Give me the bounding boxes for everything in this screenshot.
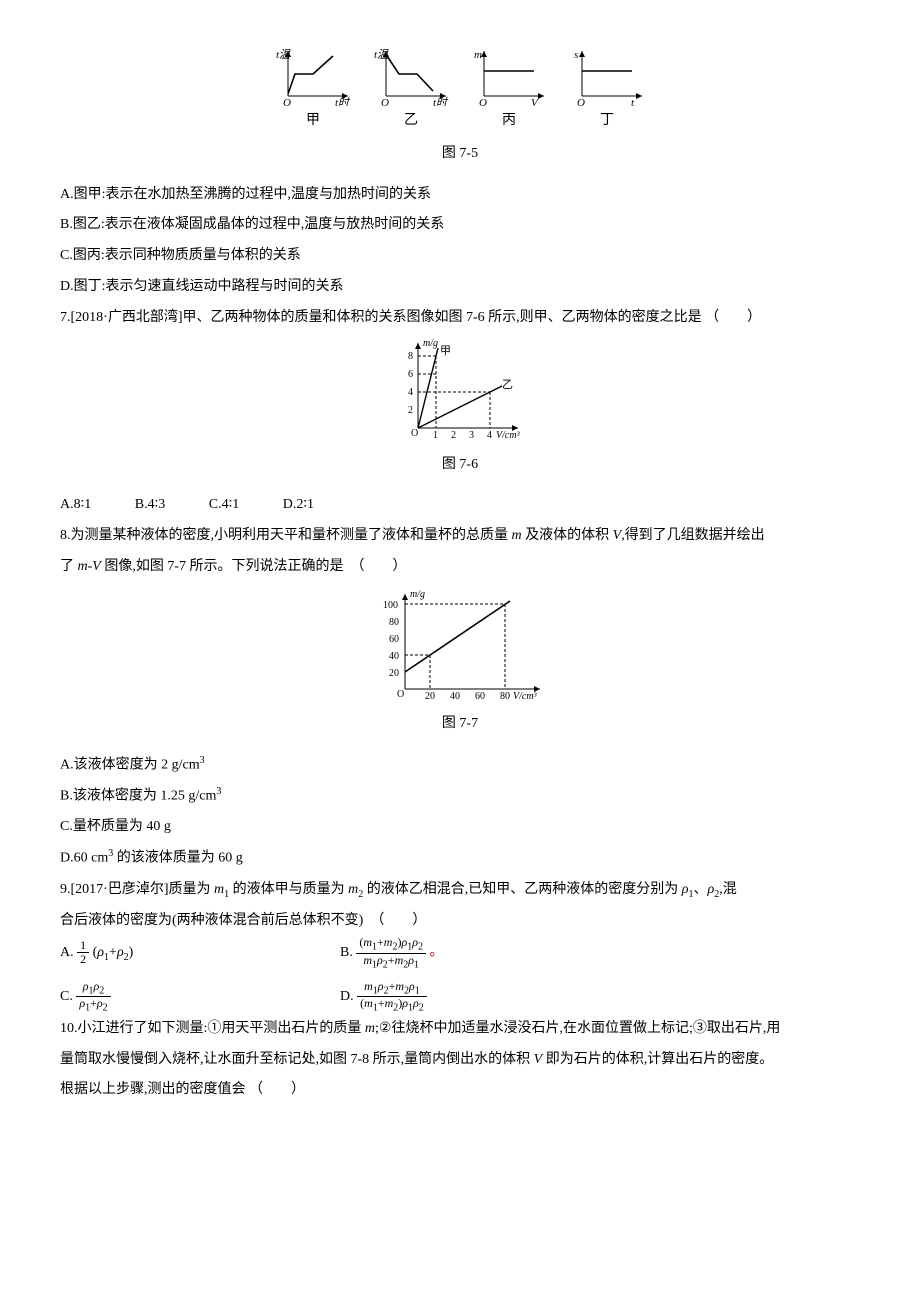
fig75-svg-2: m O V [469, 46, 549, 106]
svg-text:80: 80 [389, 617, 399, 628]
svg-text:20: 20 [389, 668, 399, 679]
svg-text:1: 1 [433, 430, 438, 441]
fig75-panel-1: t温 O t时 乙 [371, 46, 451, 137]
fig76-svg: O 1 2 3 4 V/cm³ 2 4 6 8 m/g 甲 乙 [390, 338, 530, 448]
fig77-caption: 图 7-7 [60, 709, 860, 740]
fig75-xlabel-3: t [631, 97, 635, 106]
svg-text:100: 100 [383, 600, 398, 611]
fig75-svg-0: t温 O t时 [273, 46, 353, 106]
q6-opt-c: C.图丙:表示同种物质质量与体积的关系 [60, 241, 860, 272]
q7-opt-a: A.8∶1 [60, 497, 91, 512]
origin-2: O [479, 97, 487, 106]
fig75-svg-3: s O t [567, 46, 647, 106]
q8-line1: 8.为测量某种液体的密度,小明利用天平和量杯测量了液体和量杯的总质量 m 及液体… [60, 521, 860, 552]
figure-7-6: O 1 2 3 4 V/cm³ 2 4 6 8 m/g 甲 乙 [60, 338, 860, 448]
q8-opt-d: D.60 cm3 的该液体质量为 60 g [60, 843, 860, 874]
fig75-caption: 图 7-5 [60, 139, 860, 170]
fig77-svg: O 20 40 60 80 V/cm³ 20 40 60 80 100 m/g [370, 587, 550, 707]
fig75-label-0: 甲 [306, 106, 320, 137]
fig75-ylabel-1: t温 [374, 48, 389, 61]
q9-opt-a: A. 12 (ρ1+ρ2) [60, 938, 340, 969]
figure-7-7: O 20 40 60 80 V/cm³ 20 40 60 80 100 m/g [60, 587, 860, 707]
q7-text: 7.[2018·广西北部湾]甲、乙两种物体的质量和体积的关系图像如图 7-6 所… [60, 303, 860, 334]
fig75-ylabel-2: m [474, 49, 482, 61]
svg-text:4: 4 [408, 387, 413, 398]
svg-text:m/g: m/g [423, 338, 438, 349]
q8-opt-b: B.该液体密度为 1.25 g/cm3 [60, 781, 860, 812]
fig75-panel-0: t温 O t时 甲 [273, 46, 353, 137]
q7-opt-d: D.2∶1 [283, 497, 314, 512]
q8-opt-a: A.该液体密度为 2 g/cm3 [60, 750, 860, 781]
svg-text:80: 80 [500, 691, 510, 702]
svg-text:40: 40 [389, 651, 399, 662]
svg-text:O: O [411, 428, 418, 439]
q7-opt-b: B.4∶3 [135, 497, 165, 512]
origin-0: O [283, 97, 291, 106]
q9-opt-d: D. m1ρ2+m2ρ1 (m1+m2)ρ1ρ2 [340, 980, 620, 1014]
fig75-label-1: 乙 [404, 106, 418, 137]
q9-options: A. 12 (ρ1+ρ2) B. (m1+m2)ρ1ρ2 m1ρ2+m2ρ1 。… [60, 936, 860, 1014]
fig75-panel-2: m O V 丙 [469, 46, 549, 137]
q6-opt-a: A.图甲:表示在水加热至沸腾的过程中,温度与加热时间的关系 [60, 180, 860, 211]
svg-text:20: 20 [425, 691, 435, 702]
svg-text:8: 8 [408, 351, 413, 362]
q10-line1: 10.小江进行了如下测量:①用天平测出石片的质量 m;②往烧杯中加适量水浸没石片… [60, 1014, 860, 1045]
q9-opt-b: B. (m1+m2)ρ1ρ2 m1ρ2+m2ρ1 。 [340, 936, 620, 970]
svg-text:V/cm³: V/cm³ [496, 430, 521, 441]
q8-opt-c: C.量杯质量为 40 g [60, 812, 860, 843]
q8-line2: 了 m-V 图像,如图 7-7 所示。下列说法正确的是 （ ） [60, 552, 860, 583]
q7-opt-c: C.4∶1 [209, 497, 239, 512]
fig75-xlabel-2: V [531, 97, 539, 106]
svg-text:6: 6 [408, 369, 413, 380]
svg-text:3: 3 [469, 430, 474, 441]
svg-text:4: 4 [487, 430, 492, 441]
q9-line2: 合后液体的密度为(两种液体混合前后总体积不变) （ ） [60, 906, 860, 937]
q6-opt-d: D.图丁:表示匀速直线运动中路程与时间的关系 [60, 272, 860, 303]
svg-text:甲: 甲 [440, 345, 451, 357]
marker-dot-icon: 。 [430, 945, 444, 960]
fig75-ylabel-0: t温 [276, 48, 291, 61]
q7-options: A.8∶1 B.4∶3 C.4∶1 D.2∶1 [60, 490, 860, 521]
origin-1: O [381, 97, 389, 106]
svg-text:60: 60 [389, 634, 399, 645]
svg-text:乙: 乙 [502, 378, 513, 391]
svg-text:40: 40 [450, 691, 460, 702]
q9-opt-c: C. ρ1ρ2 ρ1+ρ2 [60, 980, 340, 1014]
fig75-label-2: 丙 [502, 106, 516, 137]
svg-text:V/cm³: V/cm³ [513, 691, 538, 702]
fig75-xlabel-1: t时 [433, 96, 449, 106]
svg-text:2: 2 [408, 405, 413, 416]
fig75-panel-3: s O t 丁 [567, 46, 647, 137]
svg-text:2: 2 [451, 430, 456, 441]
figure-7-5-row: t温 O t时 甲 t温 O t时 乙 m O V 丙 [60, 46, 860, 137]
fig75-xlabel-0: t时 [335, 96, 351, 106]
fig75-ylabel-3: s [574, 49, 578, 61]
q10-line3: 根据以上步骤,测出的密度值会 （ ） [60, 1075, 860, 1106]
svg-text:60: 60 [475, 691, 485, 702]
fig75-svg-1: t温 O t时 [371, 46, 451, 106]
q10-line2: 量筒取水慢慢倒入烧杯,让水面升至标记处,如图 7-8 所示,量筒内倒出水的体积 … [60, 1045, 860, 1076]
fig76-caption: 图 7-6 [60, 450, 860, 481]
q6-opt-b: B.图乙:表示在液体凝固成晶体的过程中,温度与放热时间的关系 [60, 210, 860, 241]
svg-text:O: O [397, 689, 404, 700]
svg-text:m/g: m/g [410, 589, 425, 600]
q9-line1: 9.[2017·巴彦淖尔]质量为 m1 的液体甲与质量为 m2 的液体乙相混合,… [60, 875, 860, 906]
origin-3: O [577, 97, 585, 106]
fig75-label-3: 丁 [600, 106, 614, 137]
